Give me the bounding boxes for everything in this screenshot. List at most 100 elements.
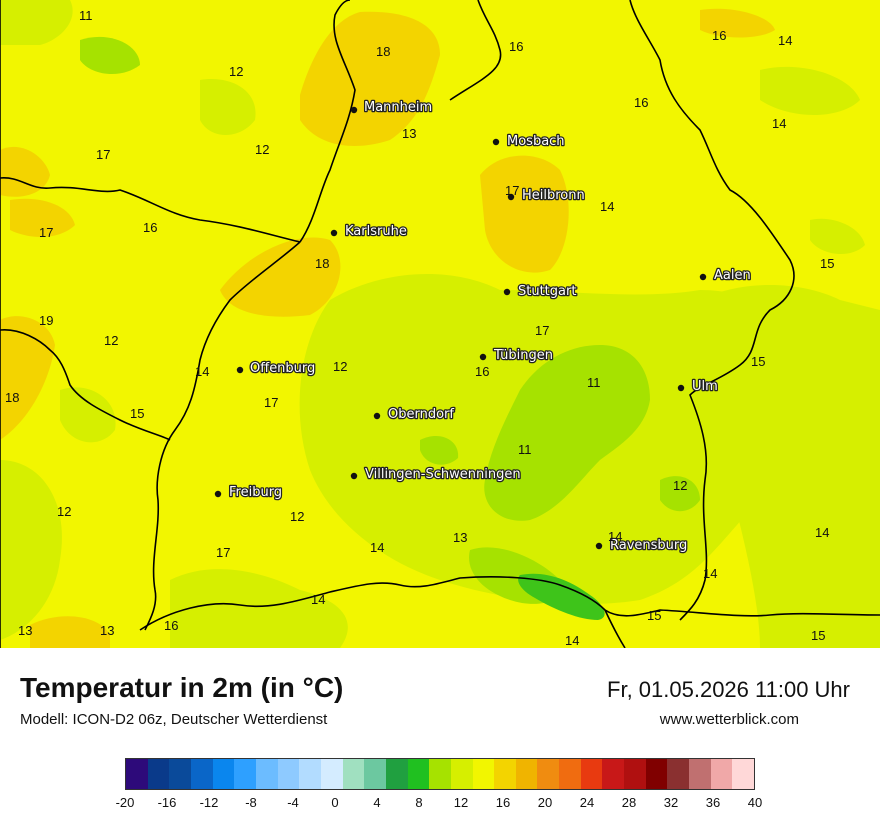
scale-swatch [234,759,256,789]
scale-swatch [537,759,560,789]
temp-value: 14 [772,116,786,131]
city-label: Oberndorf [388,407,454,422]
temp-value: 12 [57,504,71,519]
temp-value: 11 [587,375,601,390]
scale-swatch [169,759,191,789]
scale-swatch [385,759,408,789]
scale-swatch [190,759,213,789]
forecast-datetime: Fr, 01.05.2026 11:00 Uhr [607,677,850,702]
color-scale [125,758,755,790]
scale-swatch [320,759,343,789]
temp-value: 19 [39,313,53,328]
temp-value: 16 [712,28,726,43]
scale-swatch [472,759,495,789]
temp-value: 12 [673,478,687,493]
scale-tick-label: 16 [495,795,511,810]
cool-areas [0,0,880,648]
city-oberndorf: Oberndorf [373,406,456,423]
city-villingen-schwenningen: Villingen-Schwenningen [350,466,522,483]
scale-tick-label: 36 [705,795,721,810]
temp-value: 15 [820,256,834,271]
scale-swatch [299,759,321,789]
scale-tick-label: 8 [415,795,423,810]
borders [0,0,880,648]
scale-swatch [624,759,646,789]
temp-value: 15 [647,608,661,623]
temp-value: 17 [264,395,278,410]
scale-swatch [515,759,538,789]
scale-swatch [255,759,278,789]
cooler-areas [80,36,700,604]
temp-value: 12 [104,333,118,348]
temp-value: 16 [143,220,157,235]
city-label: Heilbronn [522,188,585,203]
city-ravensburg: Ravensburg [595,537,689,554]
city-label: Stuttgart [518,284,576,299]
scale-tick-label: 24 [579,795,595,810]
temperature-values: 11 18 16 16 14 12 13 16 17 12 14 17 16 1… [5,8,834,648]
scale-swatch [450,759,473,789]
scale-swatch [364,759,386,789]
scale-swatch [429,759,451,789]
city-mannheim: Mannheim [350,99,433,116]
temp-value: 13 [453,530,467,545]
temp-value: 16 [509,39,523,54]
city-label: Offenburg [250,361,315,376]
temp-value: 17 [535,323,549,338]
city-aalen: Aalen [699,267,752,284]
city-mosbach: Mosbach [492,133,566,150]
city-label: Ravensburg [610,538,687,553]
city-label: Villingen-Schwenningen [365,467,521,482]
temp-value: 13 [100,623,114,638]
temp-value: 12 [333,359,347,374]
city-label: Karlsruhe [345,224,407,239]
scale-swatch [645,759,668,789]
scale-swatch [342,759,365,789]
temp-value: 18 [315,256,329,271]
scale-tick-label: 0 [331,795,339,810]
city-offenburg: Offenburg [236,360,317,377]
temp-value: 16 [164,618,178,633]
city-label: Aalen [714,268,751,283]
temp-value: 12 [229,64,243,79]
scale-tick-label: -4 [287,795,299,810]
scale-swatch [732,759,755,789]
temperature-map: Mannheim Mosbach Heilbronn Karlsruhe Aal… [0,0,880,648]
scale-tick-label: -20 [115,795,135,810]
scale-swatch [212,759,235,789]
city-karlsruhe: Karlsruhe [330,223,408,240]
coolest-areas [518,573,605,620]
temp-value: 17 [216,545,230,560]
city-label: Mannheim [364,100,432,115]
city-tuebingen: Tübingen [479,347,554,364]
scale-tick-label: 40 [747,795,763,810]
temp-value: 14 [600,199,614,214]
city-freiburg: Freiburg [214,484,283,501]
scale-tick-label: -8 [245,795,257,810]
scale-swatch [147,759,170,789]
scale-tick-label: 12 [453,795,469,810]
scale-tick-label: 32 [663,795,679,810]
scale-swatch [277,759,300,789]
temp-value: 12 [255,142,269,157]
temp-value: 14 [778,33,792,48]
temp-value: 13 [18,623,32,638]
scale-swatch [126,759,148,789]
city-stuttgart: Stuttgart [503,283,578,300]
temp-value: 18 [5,390,19,405]
website-link[interactable]: www.wetterblick.com [659,711,799,728]
temp-value: 15 [130,406,144,421]
city-markers: Mannheim Mosbach Heilbronn Karlsruhe Aal… [214,99,752,554]
city-label: Mosbach [507,134,565,149]
temp-value: 14 [815,525,829,540]
temp-value: 17 [96,147,110,162]
scale-swatch [667,759,690,789]
scale-swatch [602,759,625,789]
temp-value: 16 [634,95,648,110]
temp-value: 14 [370,540,384,555]
temp-value: 11 [79,8,93,23]
model-subtitle: Modell: ICON-D2 06z, Deutscher Wetterdie… [20,711,328,728]
scale-swatch [580,759,603,789]
temp-value: 14 [311,592,325,607]
page-title: Temperatur in 2m (in °C) [20,672,344,703]
